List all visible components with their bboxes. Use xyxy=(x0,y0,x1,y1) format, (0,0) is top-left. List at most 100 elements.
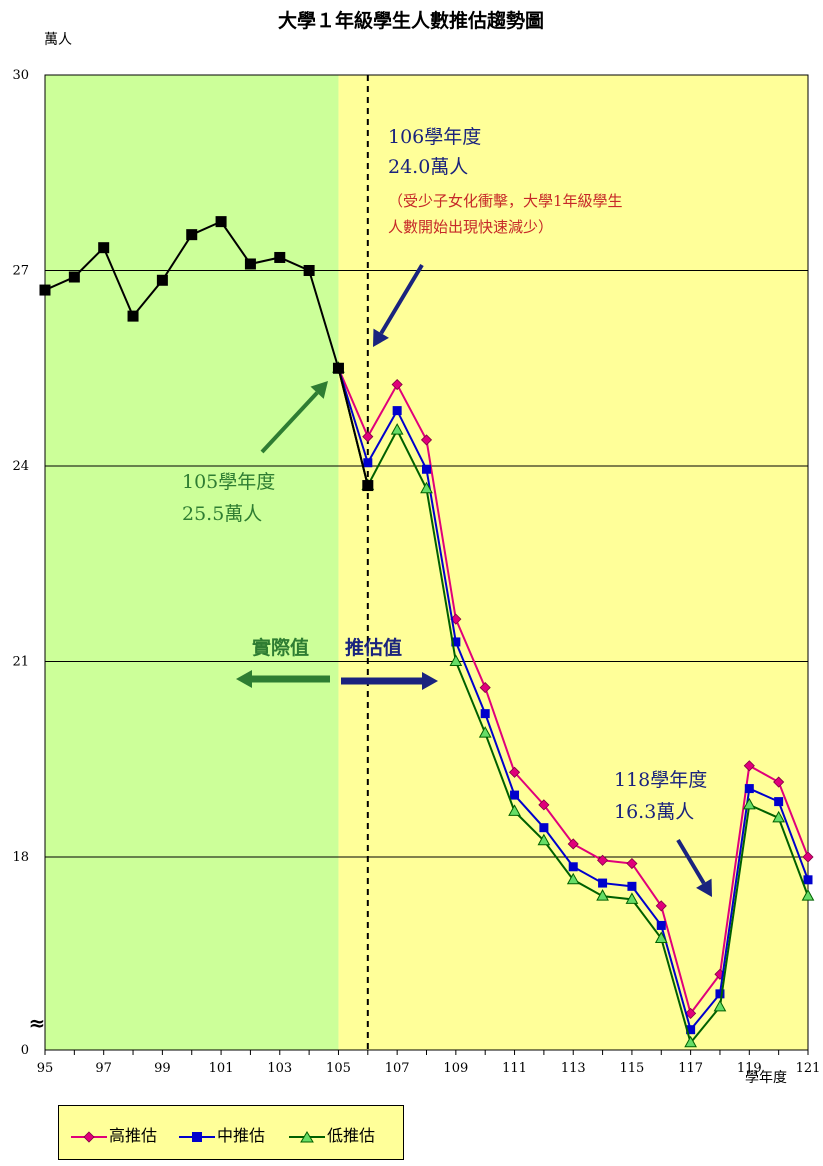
arrow-106-head xyxy=(373,328,389,347)
data-point xyxy=(127,310,139,322)
data-point xyxy=(802,851,814,863)
data-point xyxy=(391,378,403,391)
annotation-106-value: 24.0萬人 xyxy=(388,156,468,178)
data-point xyxy=(596,889,609,901)
x-tick-label: 117 xyxy=(678,1061,703,1076)
forecast-value-label: 推估值 xyxy=(345,636,402,659)
data-point xyxy=(686,1025,696,1035)
legend-low-marker-icon xyxy=(289,1130,325,1142)
axis-break-icon: ≈ xyxy=(29,1011,46,1035)
legend: 高推估 中推估 低推估 xyxy=(58,1105,404,1160)
y-tick-label: 24 xyxy=(12,459,29,474)
data-point xyxy=(685,1007,697,1019)
data-point xyxy=(332,362,344,374)
data-point xyxy=(362,480,374,492)
data-point xyxy=(744,784,754,794)
x-tick-label: 119 xyxy=(737,1061,762,1076)
annotation-118-year: 118學年度 xyxy=(614,769,707,791)
x-tick-label: 107 xyxy=(385,1061,410,1076)
arrow-forecast-head xyxy=(422,672,438,690)
x-tick-label: 95 xyxy=(37,1061,54,1076)
data-point xyxy=(420,481,433,494)
x-tick-label: 115 xyxy=(620,1061,645,1076)
data-point xyxy=(598,878,608,888)
data-point xyxy=(392,406,402,416)
data-point xyxy=(568,862,578,872)
data-point xyxy=(244,258,256,270)
data-point xyxy=(480,709,490,719)
arrow-118-shaft xyxy=(676,838,706,885)
x-tick-label: 111 xyxy=(502,1061,527,1076)
data-point xyxy=(801,889,815,901)
annotation-106-year: 106學年度 xyxy=(388,126,481,148)
data-point xyxy=(478,726,492,738)
data-point xyxy=(156,274,168,286)
data-point xyxy=(539,823,549,833)
data-point xyxy=(420,434,433,446)
data-point xyxy=(186,229,198,241)
legend-high-label: 高推估 xyxy=(109,1126,158,1145)
data-point xyxy=(537,833,551,846)
legend-mid-marker-icon xyxy=(179,1131,215,1142)
data-point xyxy=(363,458,373,468)
annotation-118-value: 16.3萬人 xyxy=(614,801,694,823)
y-tick-label: 0 xyxy=(21,1043,29,1058)
data-point xyxy=(743,760,755,772)
data-point xyxy=(627,881,637,891)
annotation-105-value: 25.5萬人 xyxy=(182,503,262,525)
data-point xyxy=(566,872,580,885)
arrow-105-shaft xyxy=(260,391,319,454)
data-point xyxy=(510,790,520,800)
data-point xyxy=(655,900,667,912)
legend-mid-label: 中推估 xyxy=(217,1126,266,1145)
data-point xyxy=(68,271,80,283)
data-point xyxy=(538,799,550,811)
data-point xyxy=(773,776,785,788)
x-tick-label: 99 xyxy=(154,1061,171,1076)
x-tick-label: 97 xyxy=(95,1061,112,1076)
data-point xyxy=(98,242,110,254)
annotation-106-note-line1: （受少子女化衝擊，大學1年級學生 xyxy=(388,192,623,210)
data-point xyxy=(303,265,315,276)
data-point xyxy=(684,1035,697,1048)
data-point xyxy=(449,654,463,666)
data-point xyxy=(625,892,639,904)
y-tick-label: 27 xyxy=(12,264,29,279)
data-point xyxy=(390,423,404,435)
data-point xyxy=(656,920,666,930)
x-tick-label: 105 xyxy=(326,1061,351,1076)
data-point xyxy=(626,857,638,870)
arrow-118-head xyxy=(696,878,712,897)
x-tick-label: 103 xyxy=(267,1061,292,1076)
legend-item-high: 高推估 xyxy=(69,1122,157,1146)
forecast-region-bg xyxy=(338,75,808,1050)
y-tick-label: 30 xyxy=(12,68,29,83)
y-tick-label: 18 xyxy=(12,850,29,865)
data-point xyxy=(479,682,491,694)
data-point xyxy=(772,810,785,823)
data-point xyxy=(274,251,286,263)
data-point xyxy=(597,854,609,866)
arrow-actual-head xyxy=(236,670,252,688)
y-tick-label: 21 xyxy=(12,655,29,670)
legend-item-mid: 中推估 xyxy=(177,1122,265,1146)
trend-chart: 大學１年級學生人數推估趨勢圖 萬人 30 27 24 21 18 0≈ 95 97 99 101… xyxy=(12,9,821,1086)
arrow-105-head xyxy=(310,381,328,399)
x-tick-label: 109 xyxy=(443,1061,468,1076)
y-axis-unit: 萬人 xyxy=(44,32,72,48)
legend-high-marker-icon xyxy=(71,1130,107,1143)
x-axis-title: 學年度 xyxy=(745,1070,787,1086)
data-point xyxy=(422,464,431,474)
data-point xyxy=(39,284,51,296)
data-point xyxy=(803,875,813,885)
data-point xyxy=(451,637,461,647)
data-point xyxy=(713,999,727,1012)
legend-low-label: 低推估 xyxy=(327,1126,376,1145)
annotation-105-year: 105學年度 xyxy=(182,471,275,493)
data-point xyxy=(654,931,668,943)
x-tick-label: 121 xyxy=(796,1061,821,1076)
actual-value-label: 實際值 xyxy=(252,636,309,659)
data-point xyxy=(774,797,784,807)
actual-region-bg xyxy=(45,75,339,1050)
data-point xyxy=(742,797,756,810)
